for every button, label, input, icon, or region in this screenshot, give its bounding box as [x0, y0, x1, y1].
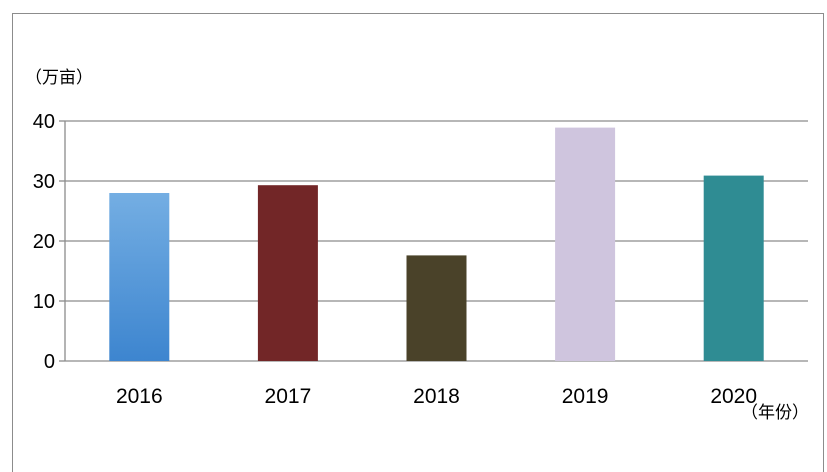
- bar-2017: [257, 185, 318, 361]
- bar-2019: [555, 127, 616, 361]
- x-category-label: 2019: [562, 385, 609, 408]
- x-category-label: 2020: [710, 385, 757, 408]
- y-tick-label: 30: [33, 171, 55, 193]
- y-axis-unit-label: （万亩）: [25, 68, 93, 88]
- y-tick-label: 40: [33, 111, 55, 133]
- bar-2020: [703, 175, 764, 361]
- x-category-label: 2016: [116, 385, 163, 408]
- y-tick-label: 10: [33, 291, 55, 313]
- x-axis-labels: 2016 2017 2018 2019 2020: [116, 385, 757, 408]
- y-axis: 0 10 20 30 40: [33, 111, 66, 373]
- y-tick-label: 0: [44, 351, 55, 373]
- chart-frame: [12, 13, 824, 472]
- y-tick-label: 20: [33, 231, 55, 253]
- x-category-label: 2018: [413, 385, 460, 408]
- x-category-label: 2017: [265, 385, 312, 408]
- bars: [109, 127, 764, 361]
- bar-2018: [406, 255, 467, 361]
- x-axis-unit-label: （年份）: [741, 403, 809, 423]
- bar-2016: [109, 193, 170, 361]
